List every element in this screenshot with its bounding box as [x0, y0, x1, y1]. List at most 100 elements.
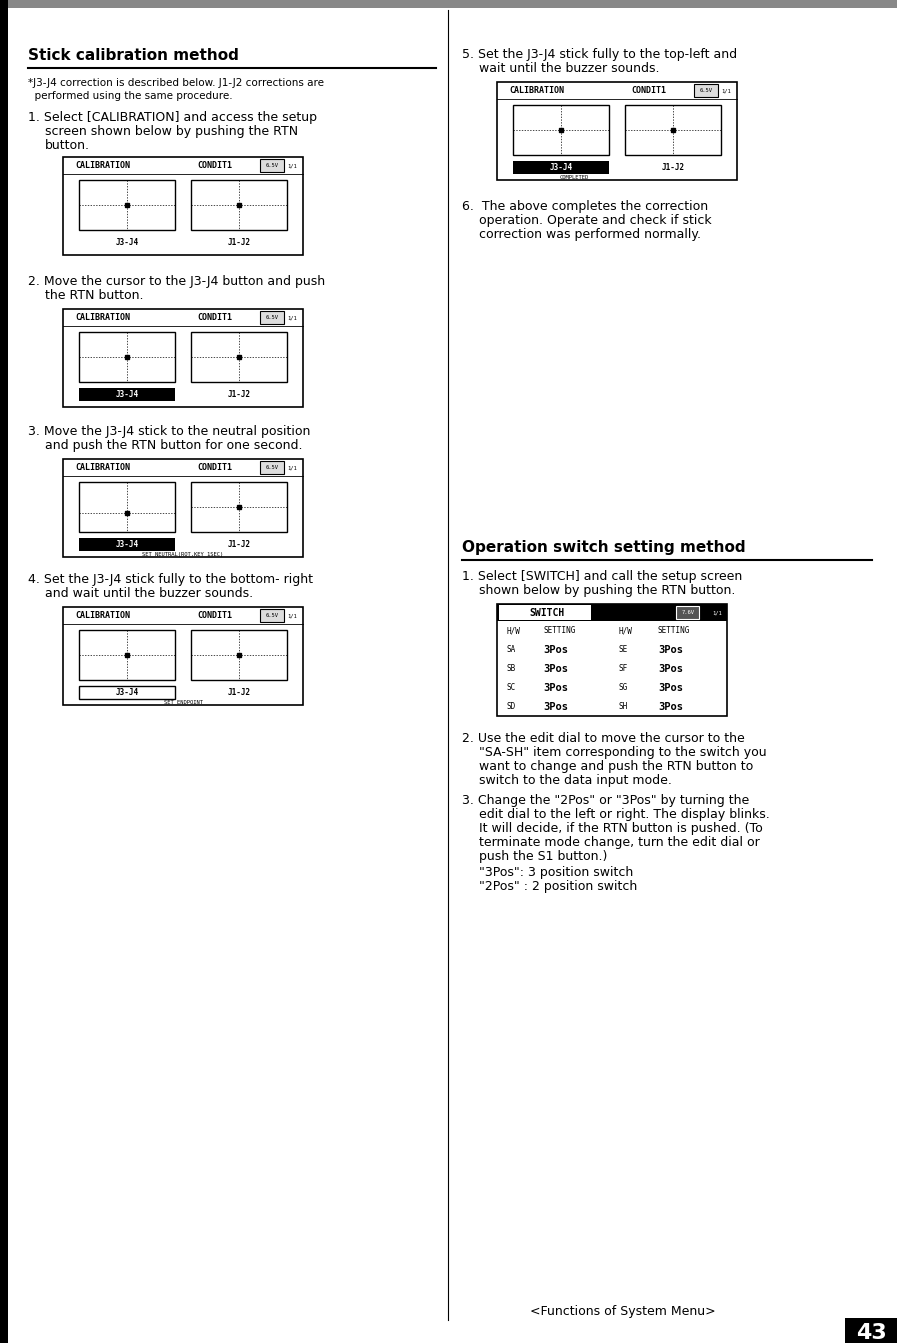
Text: 3Pos: 3Pos — [543, 663, 568, 674]
Text: 6.5V: 6.5V — [700, 89, 712, 93]
Text: the RTN button.: the RTN button. — [45, 289, 144, 302]
Text: 3. Change the "2Pos" or "3Pos" by turning the: 3. Change the "2Pos" or "3Pos" by turnin… — [462, 794, 749, 807]
Text: performed using the same procedure.: performed using the same procedure. — [28, 91, 232, 101]
Text: <Functions of System Menu>: <Functions of System Menu> — [530, 1305, 716, 1317]
Text: SC: SC — [506, 684, 516, 692]
Bar — [260, 462, 283, 474]
Text: Stick calibration method: Stick calibration method — [28, 48, 239, 63]
Bar — [191, 630, 287, 680]
Text: J1-J2: J1-J2 — [228, 540, 250, 549]
Text: SF: SF — [619, 665, 628, 673]
Bar — [625, 105, 721, 154]
Text: "3Pos": 3 position switch: "3Pos": 3 position switch — [479, 866, 633, 880]
Text: CALIBRATION: CALIBRATION — [75, 611, 130, 620]
Text: CALIBRATION: CALIBRATION — [75, 313, 130, 322]
Bar — [79, 686, 175, 700]
Text: SD: SD — [506, 702, 516, 710]
Text: J3-J4: J3-J4 — [116, 540, 138, 549]
Text: 3Pos: 3Pos — [658, 682, 683, 693]
Text: 3Pos: 3Pos — [658, 663, 683, 674]
Bar — [845, 1317, 897, 1343]
Text: want to change and push the RTN button to: want to change and push the RTN button t… — [479, 760, 753, 774]
Text: CALIBRATION: CALIBRATION — [509, 86, 564, 95]
Text: J1-J2: J1-J2 — [228, 238, 250, 247]
Text: H/W: H/W — [506, 626, 520, 635]
Text: SE: SE — [619, 645, 628, 654]
Text: "SA-SH" item corresponding to the switch you: "SA-SH" item corresponding to the switch… — [479, 745, 767, 759]
Text: SG: SG — [619, 684, 628, 692]
Text: CONDIT1: CONDIT1 — [631, 86, 666, 95]
Text: CONDIT1: CONDIT1 — [197, 463, 232, 473]
Bar — [0, 0, 897, 8]
Text: 6.5V: 6.5V — [266, 465, 278, 470]
Bar — [497, 604, 727, 716]
Text: correction was performed normally.: correction was performed normally. — [479, 228, 701, 240]
Text: 1/1: 1/1 — [287, 316, 297, 320]
Text: edit dial to the left or right. The display blinks.: edit dial to the left or right. The disp… — [479, 808, 770, 821]
Text: J1-J2: J1-J2 — [228, 391, 250, 399]
Text: 2. Use the edit dial to move the cursor to the: 2. Use the edit dial to move the cursor … — [462, 732, 745, 745]
Text: CALIBRATION: CALIBRATION — [75, 161, 130, 171]
Text: 1/1: 1/1 — [721, 89, 731, 93]
Bar — [63, 157, 303, 255]
Text: J3-J4: J3-J4 — [116, 391, 138, 399]
Bar — [512, 161, 609, 175]
Text: 1/1: 1/1 — [712, 610, 722, 615]
Bar — [497, 604, 727, 622]
Text: 3Pos: 3Pos — [658, 701, 683, 712]
Text: 1/1: 1/1 — [287, 612, 297, 618]
Text: *J3-J4 correction is described below. J1-J2 corrections are: *J3-J4 correction is described below. J1… — [28, 78, 324, 89]
Text: 43: 43 — [856, 1323, 886, 1343]
Text: J3-J4: J3-J4 — [116, 238, 138, 247]
Text: 1. Select [CALIBRATION] and access the setup: 1. Select [CALIBRATION] and access the s… — [28, 111, 317, 124]
Bar — [79, 539, 175, 551]
Text: SET NEUTRAL(ROT.KEY 1SEC): SET NEUTRAL(ROT.KEY 1SEC) — [143, 552, 223, 556]
Text: J1-J2: J1-J2 — [661, 164, 684, 172]
Text: J3-J4: J3-J4 — [549, 164, 572, 172]
Bar — [693, 85, 718, 97]
Text: It will decide, if the RTN button is pushed. (To: It will decide, if the RTN button is pus… — [479, 822, 762, 835]
Bar — [79, 630, 175, 680]
Text: 1. Select [SWITCH] and call the setup screen: 1. Select [SWITCH] and call the setup sc… — [462, 569, 742, 583]
Text: CONDIT1: CONDIT1 — [197, 611, 232, 620]
Text: 6.5V: 6.5V — [266, 316, 278, 320]
Text: CONDIT1: CONDIT1 — [197, 161, 232, 171]
Text: terminate mode change, turn the edit dial or: terminate mode change, turn the edit dia… — [479, 835, 760, 849]
Text: CONDIT1: CONDIT1 — [197, 313, 232, 322]
Bar — [79, 482, 175, 532]
Text: shown below by pushing the RTN button.: shown below by pushing the RTN button. — [479, 584, 736, 598]
Text: 2. Move the cursor to the J3-J4 button and push: 2. Move the cursor to the J3-J4 button a… — [28, 275, 325, 287]
Text: SA: SA — [506, 645, 516, 654]
Text: SH: SH — [619, 702, 628, 710]
Text: J3-J4: J3-J4 — [116, 688, 138, 697]
Text: and wait until the buzzer sounds.: and wait until the buzzer sounds. — [45, 587, 253, 600]
Bar — [676, 607, 700, 619]
Text: Operation switch setting method: Operation switch setting method — [462, 540, 745, 555]
Text: 6.5V: 6.5V — [266, 612, 278, 618]
Text: push the S1 button.): push the S1 button.) — [479, 850, 607, 864]
Text: screen shown below by pushing the RTN: screen shown below by pushing the RTN — [45, 125, 298, 138]
Text: "2Pos" : 2 position switch: "2Pos" : 2 position switch — [479, 880, 637, 893]
Text: button.: button. — [45, 138, 90, 152]
Text: CALIBRATION: CALIBRATION — [75, 463, 130, 473]
Bar — [191, 180, 287, 230]
Text: switch to the data input mode.: switch to the data input mode. — [479, 774, 672, 787]
Text: H/W: H/W — [619, 626, 632, 635]
Text: 4. Set the J3-J4 stick fully to the bottom- right: 4. Set the J3-J4 stick fully to the bott… — [28, 573, 313, 586]
Text: 7.6V: 7.6V — [682, 610, 694, 615]
Text: 3. Move the J3-J4 stick to the neutral position: 3. Move the J3-J4 stick to the neutral p… — [28, 424, 310, 438]
Text: 1/1: 1/1 — [287, 465, 297, 470]
Bar — [63, 459, 303, 557]
Text: SET ENDPOINT: SET ENDPOINT — [163, 700, 203, 705]
Bar — [191, 332, 287, 381]
Text: and push the RTN button for one second.: and push the RTN button for one second. — [45, 439, 302, 453]
Text: 3Pos: 3Pos — [658, 645, 683, 655]
Text: operation. Operate and check if stick: operation. Operate and check if stick — [479, 214, 711, 227]
Bar — [191, 482, 287, 532]
Text: 3Pos: 3Pos — [543, 682, 568, 693]
Text: SB: SB — [506, 665, 516, 673]
Text: 3Pos: 3Pos — [543, 645, 568, 655]
Text: 5. Set the J3-J4 stick fully to the top-left and: 5. Set the J3-J4 stick fully to the top-… — [462, 48, 737, 60]
Text: 3Pos: 3Pos — [543, 701, 568, 712]
Bar — [497, 82, 737, 180]
